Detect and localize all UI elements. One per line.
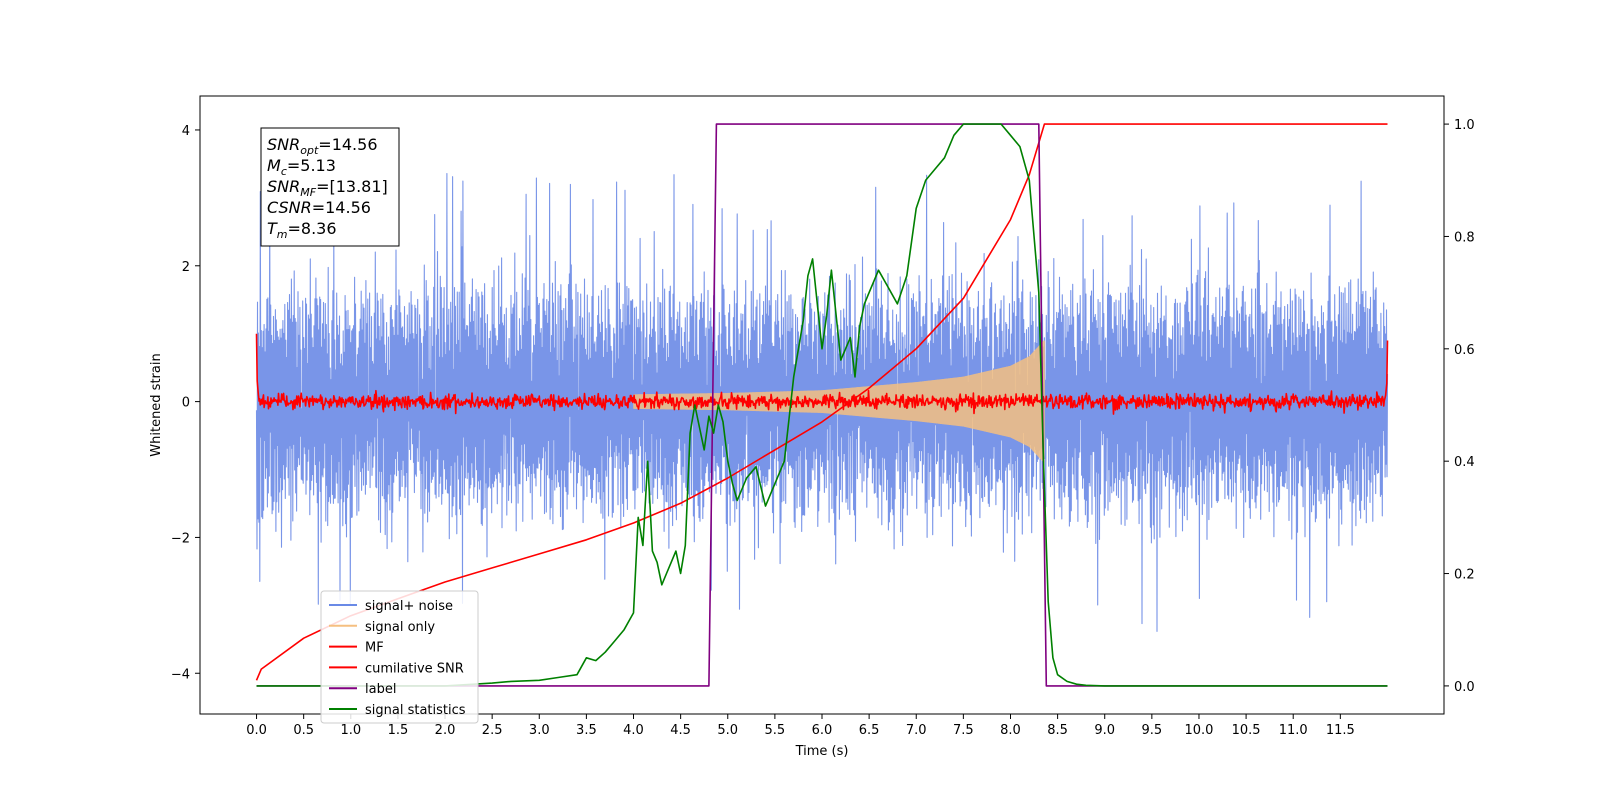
annotation-value: =[13.81] [316,177,388,196]
y-tick-label: 4 [182,124,190,139]
annotation-symbol: SNR [267,135,300,154]
y2-tick-label: 0.8 [1454,230,1475,245]
x-tick-label: 0.0 [246,723,267,738]
x-tick-label: 4.5 [670,723,691,738]
y-axis-label: Whitened strain [149,353,164,456]
x-tick-label: 2.0 [435,723,456,738]
annotation-line: Tm=8.36 [267,219,337,241]
x-tick-label: 8.5 [1047,723,1068,738]
annotation-subscript: m [277,228,288,241]
legend-label: label [365,682,396,697]
series-signal-noise [255,172,1389,632]
annotation-value: =14.56 [312,198,371,217]
x-tick-label: 7.5 [953,723,974,738]
annotation-symbol: CSNR [267,198,312,217]
x-tick-label: 1.5 [388,723,409,738]
y2-tick-label: 0.0 [1454,680,1475,695]
annotation-line: SNRopt=14.56 [267,135,378,157]
x-tick-label: 9.5 [1142,723,1163,738]
x-tick-label: 5.0 [717,723,738,738]
annotation-line: Mc=5.13 [267,156,336,178]
x-tick-label: 10.5 [1232,723,1261,738]
x-tick-label: 4.0 [623,723,644,738]
y2-tick-label: 0.6 [1454,343,1475,358]
x-tick-label: 11.0 [1279,723,1308,738]
x-tick-label: 10.0 [1184,723,1213,738]
annotation-subscript: opt [300,144,319,157]
y-tick-label: 2 [182,260,190,275]
x-tick-label: 3.0 [529,723,550,738]
x-tick-label: 3.5 [576,723,597,738]
y2-tick-label: 1.0 [1454,118,1475,133]
x-tick-label: 11.5 [1326,723,1355,738]
x-tick-label: 2.5 [482,723,503,738]
legend-label: MF [365,641,384,656]
legend-label: signal+ noise [365,599,453,614]
annotation-symbol: SNR [267,177,300,196]
annotation-line: CSNR=14.56 [267,198,371,217]
x-tick-label: 6.5 [859,723,880,738]
x-tick-label: 9.0 [1094,723,1115,738]
y2-tick-label: 0.4 [1454,455,1475,470]
annotation-line: SNRMF=[13.81] [267,177,388,199]
y-tick-label: 0 [182,396,190,411]
legend: signal+ noise signal only MF cumilative SNR… [320,590,479,724]
annotation-frame [260,127,400,247]
annotation-subscript: MF [300,186,316,199]
x-tick-label: 1.0 [340,723,361,738]
x-tick-label: 5.5 [765,723,786,738]
series-signal-statistics [256,123,1388,687]
annotation-symbol: T [267,219,278,238]
legend-label: signal only [365,620,435,635]
y2-tick-label: 0.2 [1454,568,1475,583]
x-tick-label: 0.5 [293,723,314,738]
y-tick-label: −2 [171,531,190,546]
annotation-subscript: c [281,165,287,178]
annotation-value: =14.56 [318,135,377,154]
axes-layer: 0.0 0.5 1.0 1.5 2.0 2.5 3.0 3.5 4.0 4.5 5.0 5.5 6.0 6… [171,118,1475,738]
legend-label: signal statistics [365,703,466,718]
y-tick-label: −4 [171,667,190,682]
x-tick-label: 8.0 [1000,723,1021,738]
legend-label: cumilative SNR [365,661,464,676]
annotation-value: =5.13 [287,156,336,175]
x-tick-label: 6.0 [812,723,833,738]
x-axis-label: Time (s) [795,744,849,759]
annotation-symbol: M [267,156,281,175]
annotation-box: SNRopt=14.56Mc=5.13SNRMF=[13.81]CSNR=14.… [260,127,400,247]
legend-frame [320,590,479,724]
series-mf [255,333,1389,415]
annotation-value: =8.36 [288,219,337,238]
x-tick-label: 7.0 [906,723,927,738]
